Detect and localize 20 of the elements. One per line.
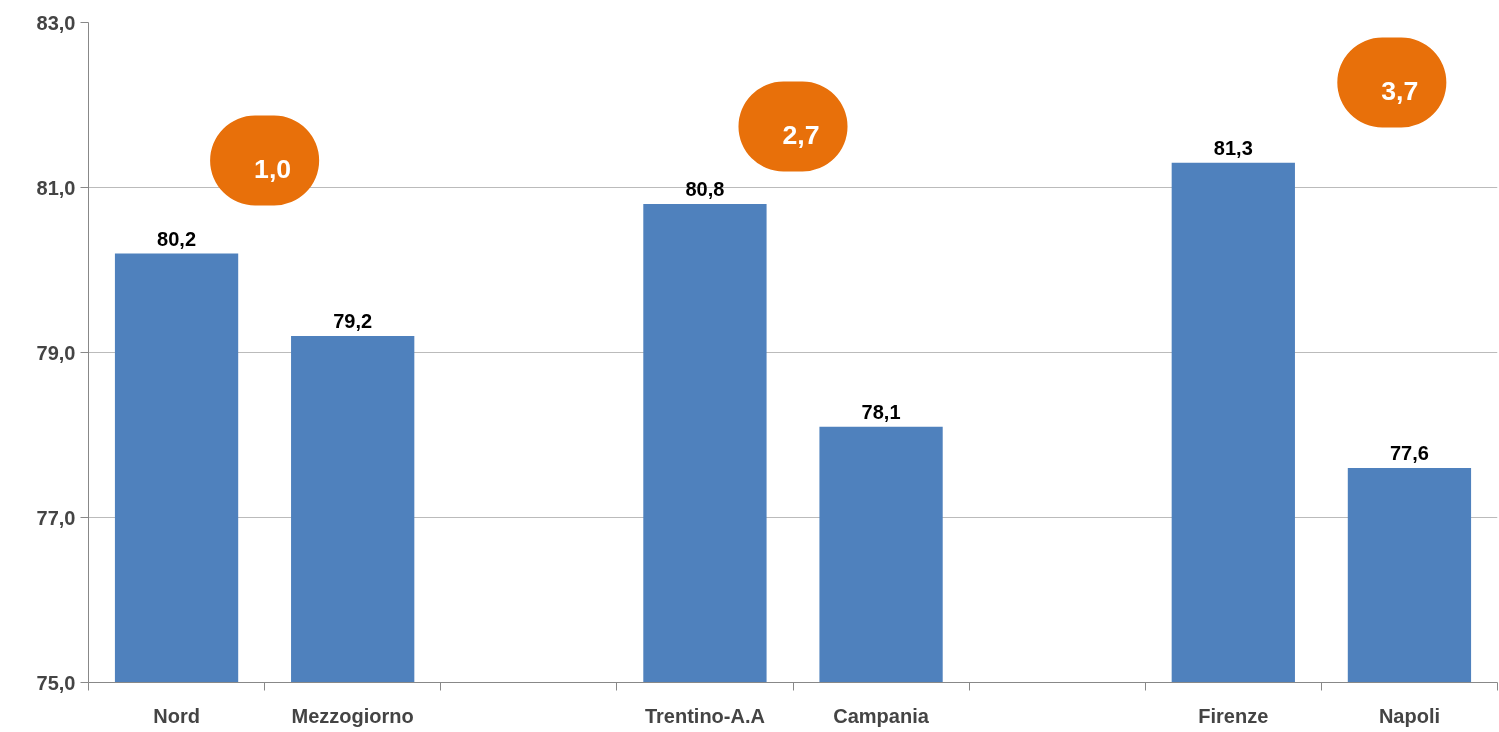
- data-label: 81,3: [1213, 136, 1253, 159]
- x-tick-label: Trentino-A.A: [644, 704, 765, 727]
- x-tick-label: Campania: [833, 704, 930, 727]
- y-tick-label: 75,0: [36, 671, 76, 694]
- y-tick-label: 81,0: [36, 176, 76, 199]
- x-tick-label: Firenze: [1198, 704, 1269, 727]
- data-label: 78,1: [861, 400, 901, 423]
- data-label: 77,6: [1389, 442, 1429, 464]
- x-tick-label: Nord: [153, 704, 200, 727]
- y-tick-label: 79,0: [36, 341, 76, 364]
- x-tick-label: Mezzogiorno: [291, 704, 414, 727]
- data-label: 80,8: [685, 178, 725, 200]
- y-tick-label: 77,0: [36, 506, 76, 529]
- y-tick-label: 83,0: [36, 11, 76, 34]
- annotation: 3,7: [1381, 75, 1419, 106]
- annotation: 1,0: [254, 153, 292, 184]
- annotation: 2,7: [782, 119, 820, 150]
- data-label: 79,2: [333, 310, 373, 332]
- x-tick-label: Napoli: [1378, 704, 1441, 727]
- data-label: 80,2: [157, 227, 197, 250]
